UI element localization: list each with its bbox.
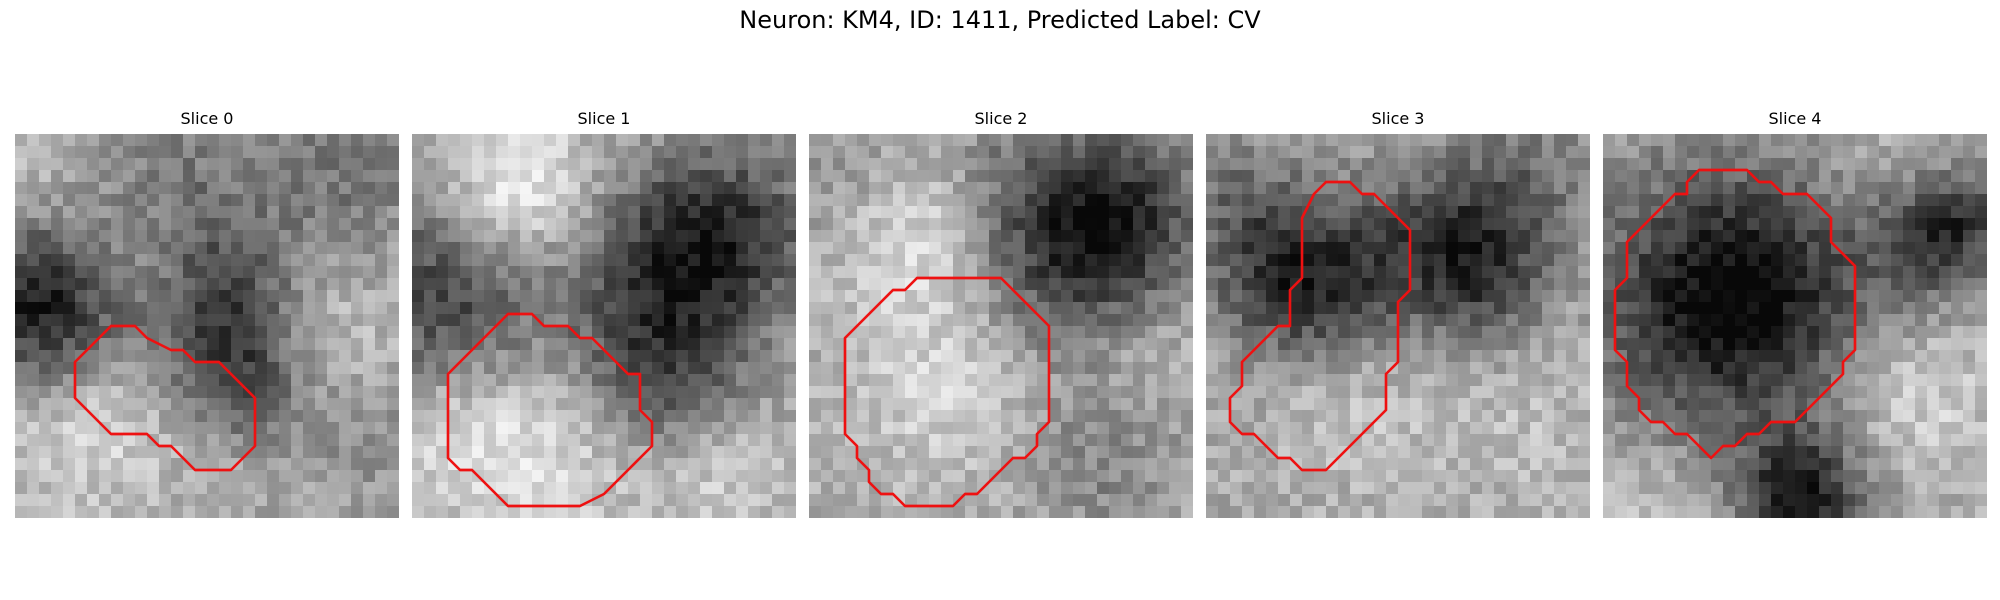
slice-panel-1: Slice 1 (412, 108, 796, 518)
slice-panel-3: Slice 3 (1206, 108, 1590, 518)
cell-contour (843, 276, 1051, 508)
figure-title: Neuron: KM4, ID: 1411, Predicted Label: … (739, 6, 1261, 34)
slice-panel-2: Slice 2 (809, 108, 1193, 518)
slice-title-0: Slice 0 (180, 109, 234, 128)
slice-panel-0: Slice 0 (15, 108, 399, 518)
cell-contour (73, 324, 257, 472)
cell-contour (1228, 180, 1412, 472)
slice-panel-4: Slice 4 (1603, 108, 1987, 518)
cell-contour (446, 312, 654, 508)
slice-image-2 (809, 134, 1193, 518)
slice-image-0 (15, 134, 399, 518)
slice-image-3 (1206, 134, 1590, 518)
slice-title-1: Slice 1 (577, 109, 631, 128)
slice-title-4: Slice 4 (1768, 109, 1822, 128)
slice-image-1 (412, 134, 796, 518)
slice-title-2: Slice 2 (974, 109, 1028, 128)
slice-title-3: Slice 3 (1371, 109, 1425, 128)
slice-image-4 (1603, 134, 1987, 518)
cell-contour (1613, 168, 1857, 460)
